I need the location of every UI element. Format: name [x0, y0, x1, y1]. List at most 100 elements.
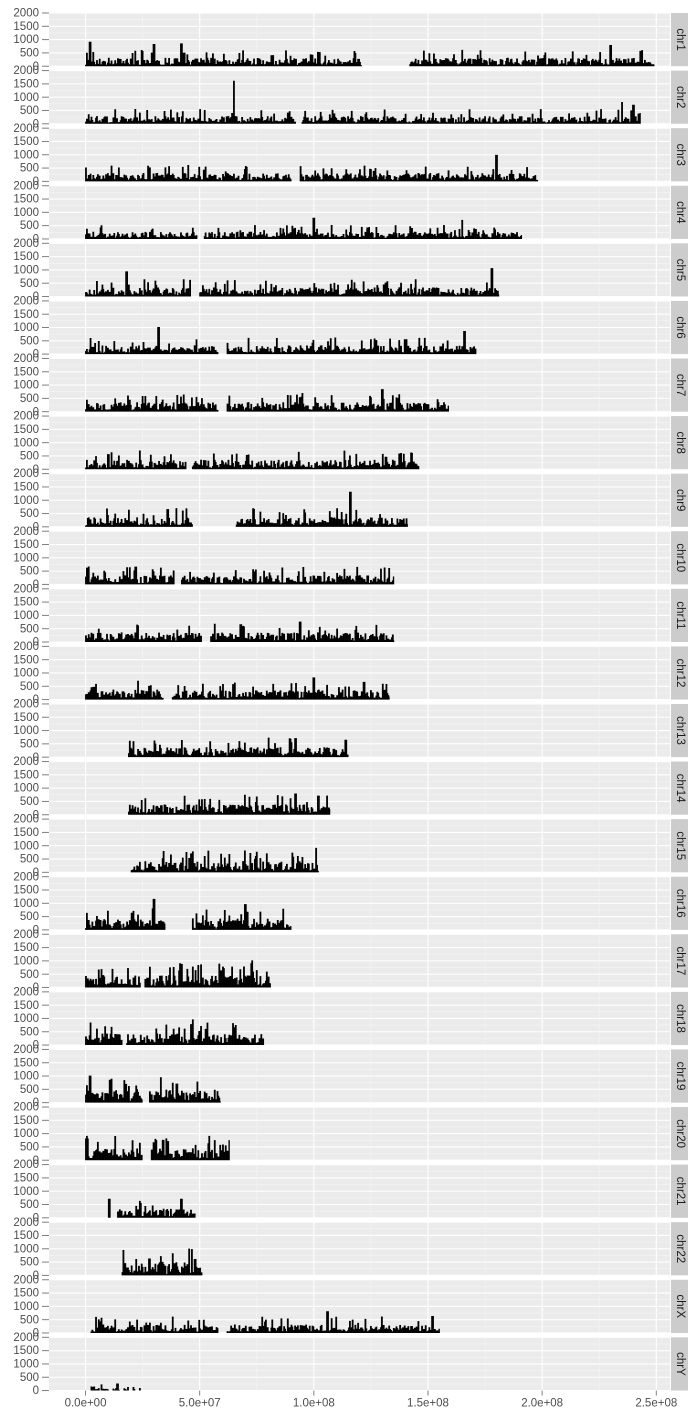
coverage-series-chrY: [90, 1383, 141, 1391]
y-tick-label: 1000: [13, 322, 39, 334]
facet-label: chr15: [674, 831, 686, 860]
y-tick-label: 1500: [13, 654, 39, 666]
y-tick-label: 0: [33, 925, 39, 937]
facet-strip: [671, 531, 688, 585]
y-tick-label: 2000: [13, 296, 39, 308]
facet-label: chr16: [674, 889, 686, 918]
x-tick-label: 2.0e+08: [521, 1398, 563, 1410]
y-tick-label: 0: [33, 867, 39, 879]
x-axis: 0.0e+00 5.0e+07 1.0e+08 1.5e+08 2.0e+08 2.5e+…: [65, 1390, 677, 1410]
facet-label: chrY: [674, 1352, 686, 1376]
facet-strip: [671, 1107, 688, 1161]
y-tick-label: 500: [20, 681, 39, 693]
coverage-series-chr22: [121, 1248, 203, 1276]
coverage-series-chr13: [127, 737, 349, 758]
y-tick-label: 2000: [13, 353, 39, 365]
y-tick-label: 1000: [13, 1013, 39, 1025]
facet-strip: [671, 1222, 688, 1276]
y-tick-label: 500: [20, 451, 39, 463]
y-tick-label: 1500: [13, 1173, 39, 1185]
coverage-series-chr20: [85, 1135, 230, 1161]
y-tick-label: 500: [20, 278, 39, 290]
facet-strip: [671, 416, 688, 470]
facet-label: chr14: [674, 774, 686, 803]
y-tick-label: 2000: [13, 929, 39, 941]
y-tick-label: 1500: [13, 21, 39, 33]
coverage-series-chr8: [85, 450, 420, 470]
y-tick-label: 500: [20, 1142, 39, 1154]
y-tick-label: 500: [20, 335, 39, 347]
y-tick-label: 500: [20, 220, 39, 232]
y-tick-label: 500: [20, 1314, 39, 1326]
y-tick-label: 500: [20, 566, 39, 578]
y-tick-label: 1000: [13, 1301, 39, 1313]
y-tick-label: 0: [33, 234, 39, 246]
y-tick-label: 0: [33, 349, 39, 361]
facet-label: chr6: [674, 316, 686, 338]
y-tick-label: 1500: [13, 309, 39, 321]
y-tick-label: 500: [20, 911, 39, 923]
y-tick-label: 0: [33, 1328, 39, 1340]
coverage-series-chr15: [130, 847, 319, 873]
y-tick-label: 1500: [13, 827, 39, 839]
y-tick-label: 2000: [13, 238, 39, 250]
y-tick-label: 500: [20, 163, 39, 175]
y-tick-label: 500: [20, 48, 39, 60]
y-tick-label: 500: [20, 796, 39, 808]
facet-label: chr21: [674, 1177, 686, 1206]
facet-label: chr12: [674, 659, 686, 688]
y-tick-label: 0: [33, 579, 39, 591]
facet-strip: [671, 588, 688, 642]
y-tick-label: 1000: [13, 1243, 39, 1255]
coverage-series-chr11: [85, 621, 395, 642]
y-tick-label: 0: [33, 752, 39, 764]
coverage-series-chr21: [107, 1198, 196, 1218]
y-tick-label: 0: [33, 809, 39, 821]
facet-strip: [671, 761, 688, 815]
y-tick-label: 1500: [13, 597, 39, 609]
y-tick-label: 1500: [13, 1000, 39, 1012]
y-tick-label: 2000: [13, 871, 39, 883]
y-tick-label: 1500: [13, 769, 39, 781]
y-tick-label: 1500: [13, 539, 39, 551]
y-tick-label: 500: [20, 1257, 39, 1269]
coverage-series-chr12: [85, 677, 390, 700]
y-tick-label: 1500: [13, 712, 39, 724]
y-tick-label: 2000: [13, 65, 39, 77]
facet-strip: [671, 13, 688, 67]
y-tick-label: 2000: [13, 411, 39, 423]
y-tick-label: 500: [20, 508, 39, 520]
facet-label: chr3: [674, 144, 686, 166]
y-tick-label: 0: [33, 1097, 39, 1109]
y-tick-label: 2000: [13, 986, 39, 998]
facet-strip: [671, 358, 688, 412]
y-tick-label: 2000: [13, 1217, 39, 1229]
y-tick-label: 1500: [13, 1057, 39, 1069]
y-tick-label: 1000: [13, 1359, 39, 1371]
y-tick-label: 1000: [13, 783, 39, 795]
y-tick-label: 500: [20, 105, 39, 117]
y-tick-label: 0: [33, 61, 39, 73]
y-tick-label: 2000: [13, 468, 39, 480]
coverage-series-chrX: [90, 1311, 440, 1333]
y-tick-label: 1500: [13, 424, 39, 436]
facet-label: chr5: [674, 259, 686, 281]
facet-strip: [671, 473, 688, 527]
y-tick-label: 1000: [13, 725, 39, 737]
y-tick-label: 2000: [13, 1159, 39, 1171]
y-tick-label: 1000: [13, 207, 39, 219]
y-tick-label: 2000: [13, 1044, 39, 1056]
